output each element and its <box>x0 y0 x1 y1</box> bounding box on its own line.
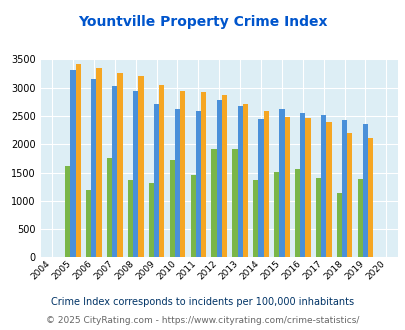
Bar <box>112 86 117 257</box>
Bar <box>305 118 310 257</box>
Bar <box>190 175 195 257</box>
Bar <box>294 169 299 257</box>
Bar <box>195 111 200 257</box>
Bar <box>367 138 373 257</box>
Bar <box>242 104 247 257</box>
Bar <box>175 109 180 257</box>
Bar <box>148 183 153 257</box>
Bar <box>128 180 133 257</box>
Bar <box>133 90 138 257</box>
Text: Crime Index corresponds to incidents per 100,000 inhabitants: Crime Index corresponds to incidents per… <box>51 297 354 307</box>
Bar <box>258 119 263 257</box>
Bar <box>341 120 346 257</box>
Bar <box>96 68 102 257</box>
Bar <box>357 179 362 257</box>
Bar <box>75 64 81 257</box>
Bar <box>117 73 122 257</box>
Bar <box>216 100 221 257</box>
Text: Yountville Property Crime Index: Yountville Property Crime Index <box>78 15 327 29</box>
Bar <box>211 149 216 257</box>
Bar <box>346 133 352 257</box>
Bar <box>362 124 367 257</box>
Bar <box>279 109 284 257</box>
Bar <box>138 76 143 257</box>
Bar <box>232 149 237 257</box>
Bar <box>169 160 175 257</box>
Text: © 2025 CityRating.com - https://www.cityrating.com/crime-statistics/: © 2025 CityRating.com - https://www.city… <box>46 315 359 325</box>
Bar <box>70 70 75 257</box>
Bar <box>253 181 258 257</box>
Bar <box>107 158 112 257</box>
Bar <box>86 190 91 257</box>
Bar <box>315 178 320 257</box>
Bar <box>326 122 331 257</box>
Bar <box>200 92 206 257</box>
Bar <box>263 111 268 257</box>
Bar <box>91 79 96 257</box>
Bar <box>284 116 289 257</box>
Bar <box>221 95 226 257</box>
Bar <box>273 172 279 257</box>
Bar <box>65 166 70 257</box>
Bar <box>299 113 305 257</box>
Bar <box>320 115 326 257</box>
Bar <box>237 106 242 257</box>
Bar <box>159 85 164 257</box>
Bar <box>180 90 185 257</box>
Legend: Yountville, California, National: Yountville, California, National <box>86 326 352 330</box>
Bar <box>336 193 341 257</box>
Bar <box>153 104 159 257</box>
